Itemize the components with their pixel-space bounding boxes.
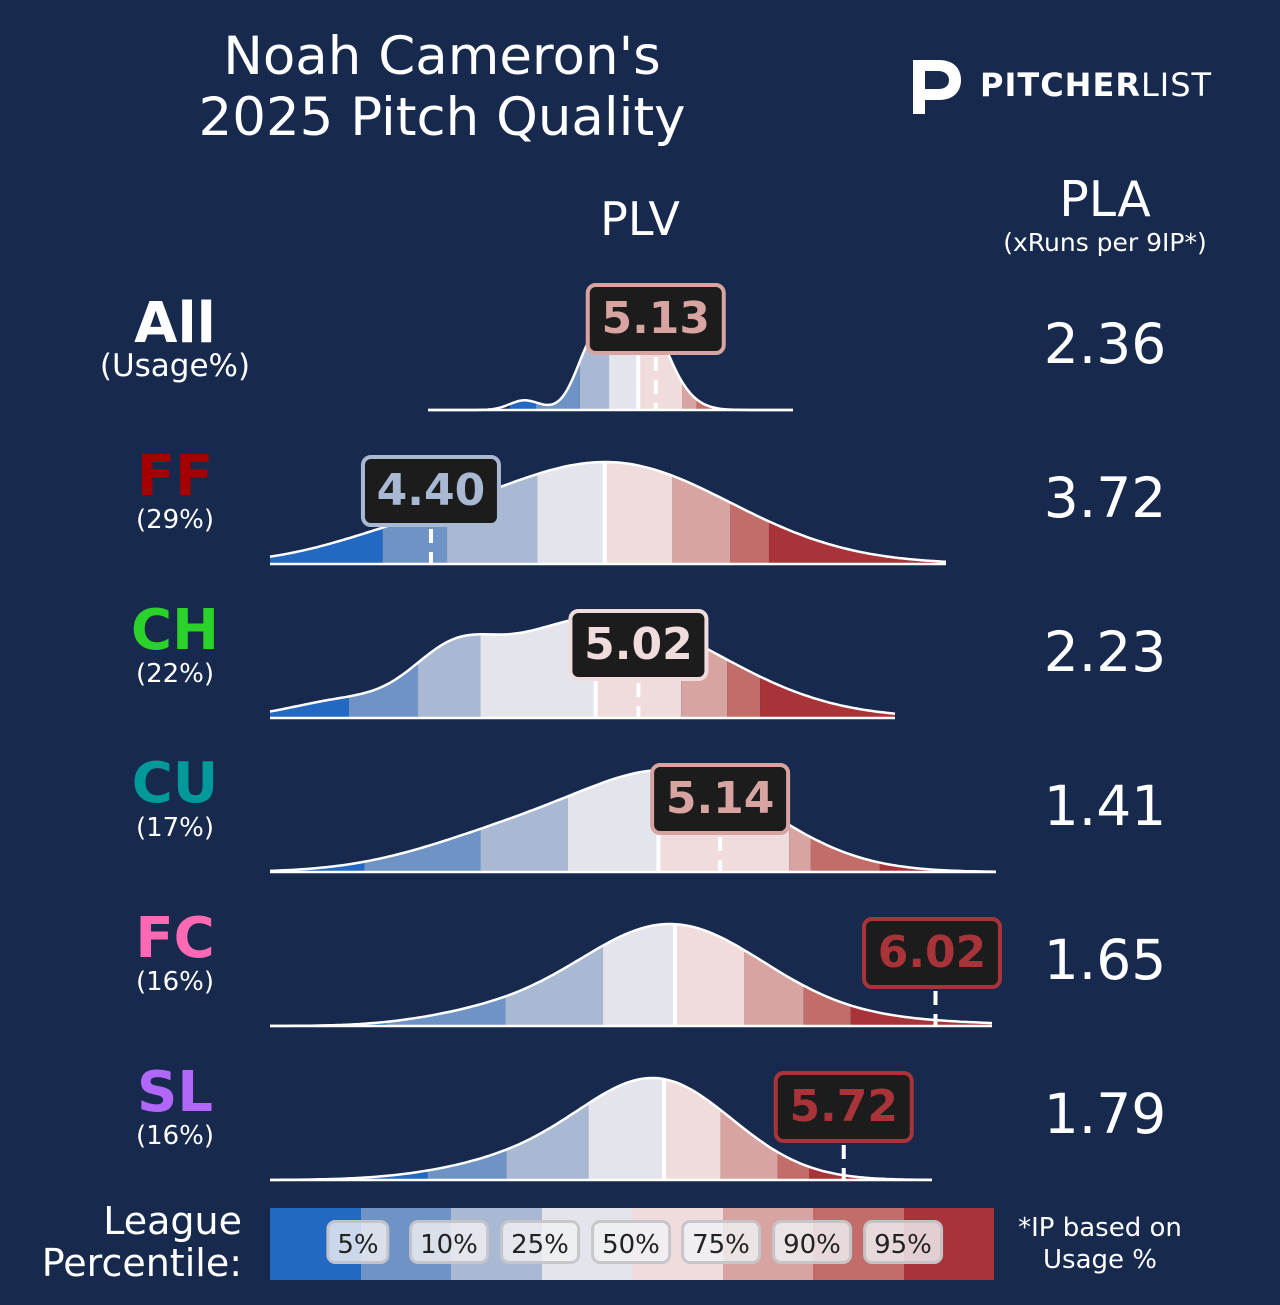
band-cu-0 (270, 770, 365, 872)
pitch-label-cu: CU (131, 751, 219, 816)
band-ff-4 (604, 462, 673, 564)
pitch-label-ch: CH (131, 598, 219, 663)
band-cu-5 (789, 770, 811, 872)
band-sl-1 (427, 1078, 507, 1180)
legend-pill-50: 50% (591, 1220, 671, 1264)
pla-value-cu: 1.41 (1043, 774, 1167, 838)
plv-box-fc (862, 917, 1002, 989)
legend-pill-90: 90% (772, 1220, 852, 1264)
pitch-label-ff: FF (136, 444, 214, 509)
pla-header: PLA (1059, 171, 1151, 228)
plv-box-ff (360, 455, 501, 527)
plv-box-all (585, 283, 726, 355)
band-fc-0 (270, 924, 387, 1026)
pla-value-sl: 1.79 (1043, 1082, 1167, 1146)
pitch-label-sl: SL (136, 1060, 213, 1125)
plv-value-ch: 5.02 (584, 619, 693, 670)
pitch-usage-ch: (22%) (135, 659, 215, 689)
density-curve-ff (269, 460, 947, 564)
pla-value-ff: 3.72 (1043, 466, 1167, 530)
plv-header: PLV (600, 192, 680, 246)
band-all-7 (728, 290, 793, 410)
footnote-line-2: Usage % (1043, 1245, 1157, 1275)
band-all-1 (536, 290, 580, 410)
band-sl-0 (270, 1078, 428, 1180)
band-ff-5 (672, 462, 731, 564)
logo-light: LIST (1140, 66, 1213, 104)
league-percentile-label: League Percentile: (20, 1200, 242, 1284)
band-ch-6 (727, 616, 761, 718)
pitcherlist-p-icon (913, 60, 961, 114)
pitch-usage-cu: (17%) (135, 813, 215, 843)
legend-pill-10: 10% (409, 1220, 489, 1264)
league-label-line-1: League (103, 1199, 242, 1243)
band-sl-3 (588, 1078, 665, 1180)
logo-bold: PITCHER (980, 66, 1141, 104)
pitch-usage-fc: (16%) (135, 967, 215, 997)
band-fc-4 (674, 924, 745, 1026)
plv-value-ff: 4.40 (377, 465, 486, 516)
band-fc-5 (744, 924, 804, 1026)
chart-title: Noah Cameron's 2025 Pitch Quality (150, 26, 734, 148)
band-ff-3 (537, 462, 605, 564)
band-ch-2 (418, 616, 481, 718)
legend-pill-25: 25% (500, 1220, 580, 1264)
band-cu-6 (810, 770, 880, 872)
plv-value-cu: 5.14 (666, 773, 775, 824)
density-curve-fc (270, 922, 993, 1028)
pla-value-ch: 2.23 (1043, 620, 1167, 684)
band-sl-2 (506, 1078, 589, 1180)
pla-value-fc: 1.65 (1043, 928, 1167, 992)
density-fill-cu (270, 770, 996, 872)
plv-box-cu (650, 763, 791, 835)
pla-subheader: (xRuns per 9IP*) (1003, 228, 1207, 257)
pitch-usage-all: (Usage%) (99, 348, 251, 384)
ip-footnote: *IP based on Usage % (1005, 1212, 1195, 1276)
legend-pill-75: 75% (681, 1220, 761, 1264)
density-curve-cu (269, 768, 997, 873)
band-cu-1 (364, 770, 481, 872)
pla-value-all: 2.36 (1043, 312, 1167, 376)
pitch-label-fc: FC (135, 906, 215, 971)
band-cu-2 (480, 770, 568, 872)
pitch-usage-sl: (16%) (135, 1121, 215, 1151)
pitch-label-all: All (134, 291, 216, 356)
band-cu-7 (879, 770, 996, 872)
plv-box-ch (568, 609, 709, 681)
footnote-line-1: *IP based on (1018, 1213, 1182, 1243)
league-label-line-2: Percentile: (41, 1241, 242, 1285)
density-curve-sl (270, 1076, 933, 1182)
plv-value-fc: 6.02 (878, 927, 987, 978)
band-ff-7 (768, 462, 946, 564)
logo-wordmark: PITCHERLIST (980, 66, 1212, 104)
legend-pill-5: 5% (326, 1220, 390, 1264)
band-sl-5 (720, 1078, 778, 1180)
plv-value-sl: 5.72 (789, 1081, 898, 1132)
plv-box-sl (773, 1071, 914, 1143)
band-fc-6 (803, 924, 851, 1026)
band-fc-3 (602, 924, 675, 1026)
band-cu-3 (567, 770, 659, 872)
title-line-2: 2025 Pitch Quality (198, 87, 686, 148)
band-all-0 (509, 290, 537, 410)
band-fc-1 (386, 924, 506, 1026)
band-ch-1 (348, 616, 419, 718)
title-line-1: Noah Cameron's (223, 26, 661, 87)
pitcherlist-logo: PITCHERLIST (905, 56, 1225, 118)
plv-value-all: 5.13 (601, 293, 710, 344)
pitch-usage-ff: (29%) (135, 505, 215, 535)
legend-pill-95: 95% (863, 1220, 943, 1264)
